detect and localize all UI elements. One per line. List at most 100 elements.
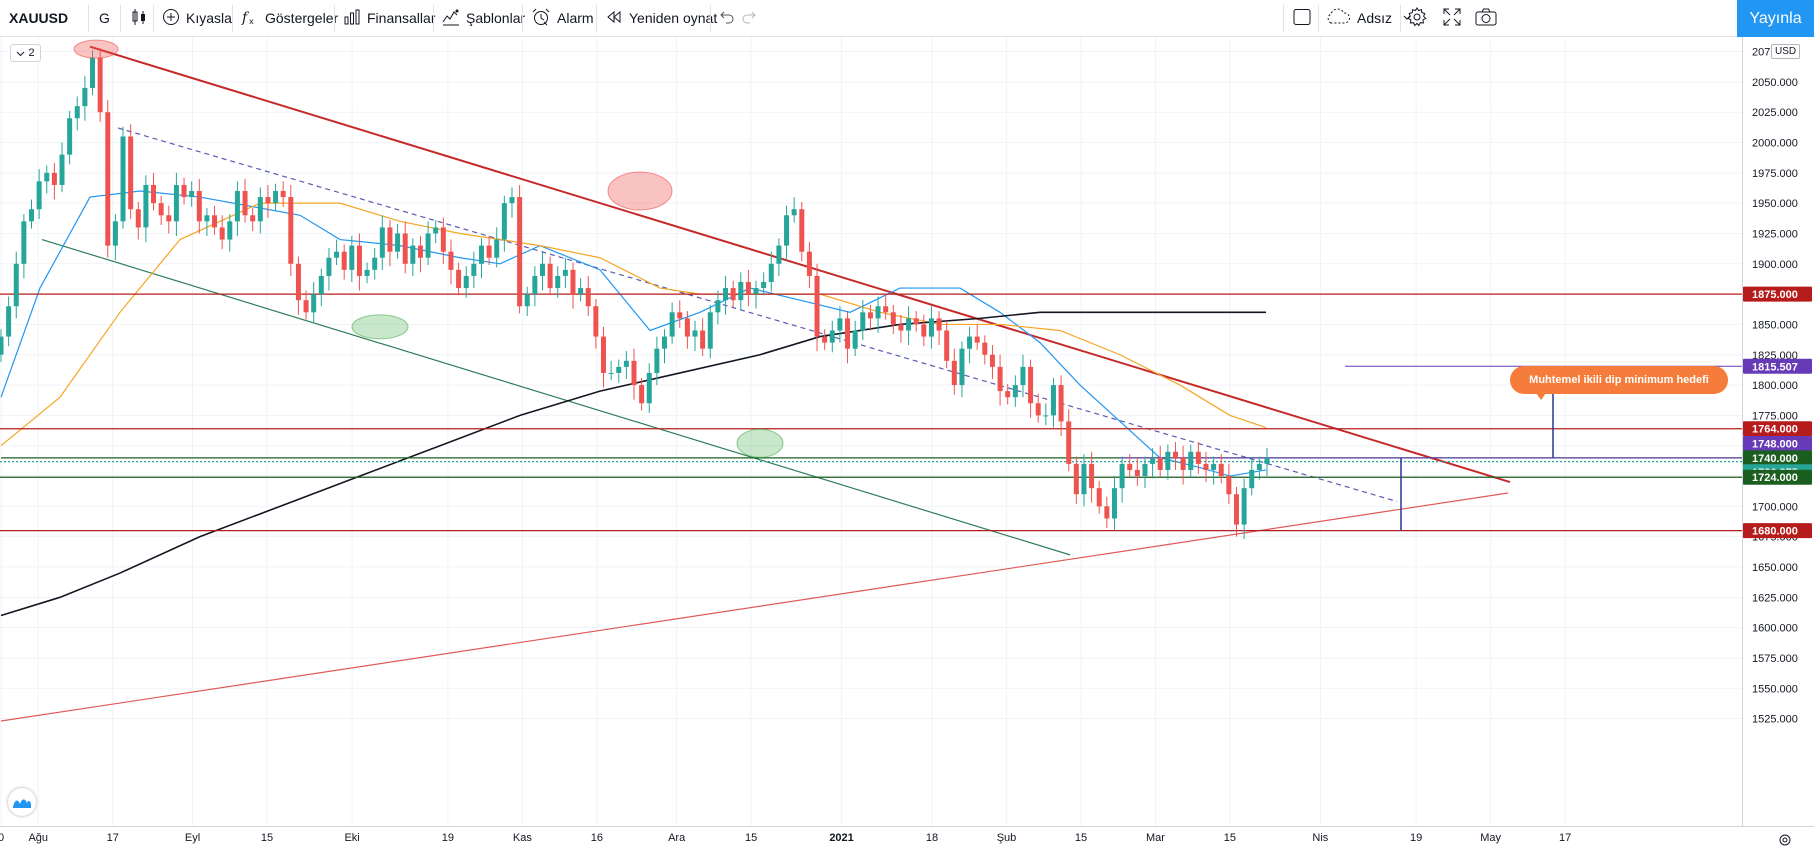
candle xyxy=(189,181,195,207)
annotation-callout[interactable]: Muhtemel ikili dip minimum hedefi xyxy=(1510,366,1728,394)
financials-button[interactable]: Finansallar xyxy=(343,0,435,36)
candle-body xyxy=(181,184,187,198)
candle xyxy=(425,221,431,266)
candle-body xyxy=(600,336,606,373)
candle xyxy=(906,306,912,346)
candle xyxy=(395,223,401,259)
candle-body xyxy=(715,300,721,313)
fullscreen-button[interactable] xyxy=(1442,0,1468,36)
candle xyxy=(326,248,332,291)
currency-badge[interactable]: USD xyxy=(1771,44,1801,59)
templates-button[interactable]: Şablonlar xyxy=(442,0,525,36)
trendline-upper-resistance xyxy=(89,45,1511,484)
price-chart[interactable]: 2075.0002050.0002025.0002000.0001975.000… xyxy=(0,37,1814,856)
chart-type-button[interactable] xyxy=(130,0,154,36)
candle-body xyxy=(555,275,561,289)
candle-body xyxy=(356,245,362,276)
candle xyxy=(364,262,370,284)
axis-settings-icon xyxy=(1779,834,1791,846)
candle-body xyxy=(738,281,744,301)
candle xyxy=(1264,448,1270,477)
candle xyxy=(1035,393,1041,423)
separator xyxy=(522,5,523,32)
candle-body xyxy=(959,348,965,386)
candle-body xyxy=(1066,421,1072,464)
horizontal-levels xyxy=(0,293,1742,532)
tradingview-logo[interactable] xyxy=(8,788,36,816)
candle xyxy=(845,311,851,364)
candle xyxy=(448,239,454,285)
candle xyxy=(212,205,218,235)
candle xyxy=(723,275,729,315)
candle-body xyxy=(212,215,218,228)
collapse-indicators-button[interactable]: 2 xyxy=(10,44,41,62)
candle xyxy=(517,184,523,314)
candle-body xyxy=(608,372,614,374)
undo-button[interactable] xyxy=(717,0,741,36)
candle-body xyxy=(295,263,301,301)
price-tag-value: 1724.000 xyxy=(1752,472,1798,484)
candle-body xyxy=(1264,457,1270,464)
snapshot-button[interactable] xyxy=(1474,0,1504,36)
candle xyxy=(1211,456,1217,485)
interval-button[interactable]: G xyxy=(99,0,110,36)
candle xyxy=(837,306,843,343)
layout-name-button[interactable]: Adsız xyxy=(1325,0,1418,36)
candle xyxy=(639,377,645,411)
candle-body xyxy=(318,275,324,295)
candle xyxy=(166,205,172,234)
highlight-ellipse-nov xyxy=(607,171,673,211)
candle xyxy=(288,184,294,276)
candle-body xyxy=(1249,469,1255,489)
candle xyxy=(29,199,35,229)
price-tick-label: 1950.000 xyxy=(1752,198,1798,210)
alert-button[interactable]: Alarm xyxy=(531,0,594,36)
candle-body xyxy=(219,227,225,240)
candle xyxy=(578,278,584,302)
time-tick-label: 17 xyxy=(1559,832,1571,844)
candle-body xyxy=(768,263,774,282)
candle xyxy=(623,351,629,380)
candle-body xyxy=(196,191,202,222)
candle-body xyxy=(135,209,141,228)
candle-body xyxy=(379,227,385,258)
candle xyxy=(1188,444,1194,478)
candle-body xyxy=(570,269,576,295)
candle xyxy=(692,320,698,352)
candle xyxy=(1096,480,1102,514)
candle xyxy=(227,214,233,252)
candle xyxy=(471,251,477,289)
candle-body xyxy=(311,294,317,313)
templates-icon xyxy=(442,8,466,29)
replay-button[interactable]: Yeniden oynat xyxy=(605,0,717,36)
candle xyxy=(662,329,668,364)
candle xyxy=(646,363,652,413)
candle xyxy=(921,314,927,347)
price-tag: 1740.000 xyxy=(1743,450,1812,466)
settings-button[interactable] xyxy=(1406,0,1434,36)
candle-body xyxy=(280,191,286,198)
candle-body xyxy=(349,245,355,270)
candle-body xyxy=(1226,476,1232,495)
candle-body xyxy=(1203,463,1209,470)
moving-average-ma-200 xyxy=(0,311,1266,617)
time-tick-label: Eki xyxy=(344,832,359,844)
redo-button[interactable] xyxy=(741,0,765,36)
price-tag-bg xyxy=(1743,436,1812,452)
layout-button[interactable] xyxy=(1292,0,1318,36)
candle-body xyxy=(395,233,401,252)
chart-grid xyxy=(0,37,1742,826)
candle xyxy=(875,296,881,333)
publish-button[interactable]: Yayınla xyxy=(1737,0,1814,37)
candle-body xyxy=(402,233,408,264)
candle-body xyxy=(997,366,1003,392)
symbol-search[interactable]: XAUUSD xyxy=(9,0,68,36)
candle xyxy=(898,314,904,343)
candle xyxy=(311,281,317,323)
candle-body xyxy=(913,318,919,325)
compare-button[interactable]: Kıyasla xyxy=(162,0,232,36)
candle xyxy=(509,187,515,218)
candle-body xyxy=(364,269,370,276)
indicators-label: Göstergeler xyxy=(265,10,339,26)
